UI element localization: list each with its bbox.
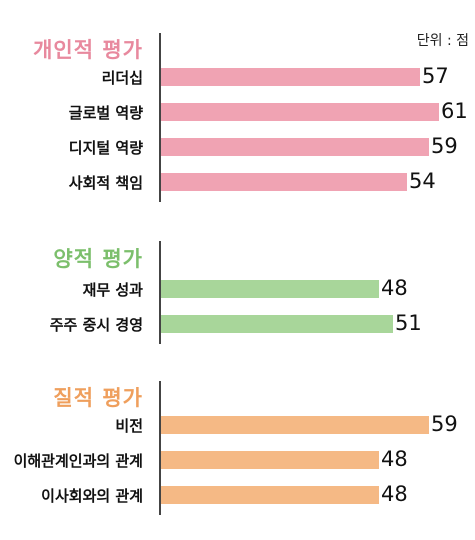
value-label: 51 [395,311,422,335]
bar [161,138,429,156]
value-label: 59 [431,134,458,158]
category-label: 이해관계인과의 관계 [13,452,143,470]
value-label: 54 [409,169,436,193]
category-label: 이사회와의 관계 [41,487,143,505]
category-label: 디지털 역량 [68,139,143,157]
axis-line [159,381,161,515]
section-title: 질적 평가 [53,386,143,410]
axis-line [159,241,161,344]
bar [161,280,379,298]
category-label: 주주 중시 경영 [49,316,143,334]
category-label: 리더십 [101,69,143,87]
bar [161,103,439,121]
bar [161,315,393,333]
value-label: 48 [381,276,408,300]
bar [161,451,379,469]
bar [161,486,379,504]
value-label: 48 [381,482,408,506]
value-label: 57 [422,64,449,88]
bar [161,68,420,86]
section-title: 양적 평가 [53,247,143,271]
bar [161,416,429,434]
section-title: 개인적 평가 [33,38,143,62]
category-label: 글로벌 역량 [68,104,143,122]
axis-line [159,33,161,202]
bar [161,173,407,191]
category-label: 재무 성과 [82,281,143,299]
unit-label: 단위 : 점 [416,33,469,49]
value-label: 59 [431,412,458,436]
category-label: 비전 [115,417,143,435]
category-label: 사회적 책임 [68,174,143,192]
value-label: 48 [381,447,408,471]
value-label: 61 [441,99,468,123]
